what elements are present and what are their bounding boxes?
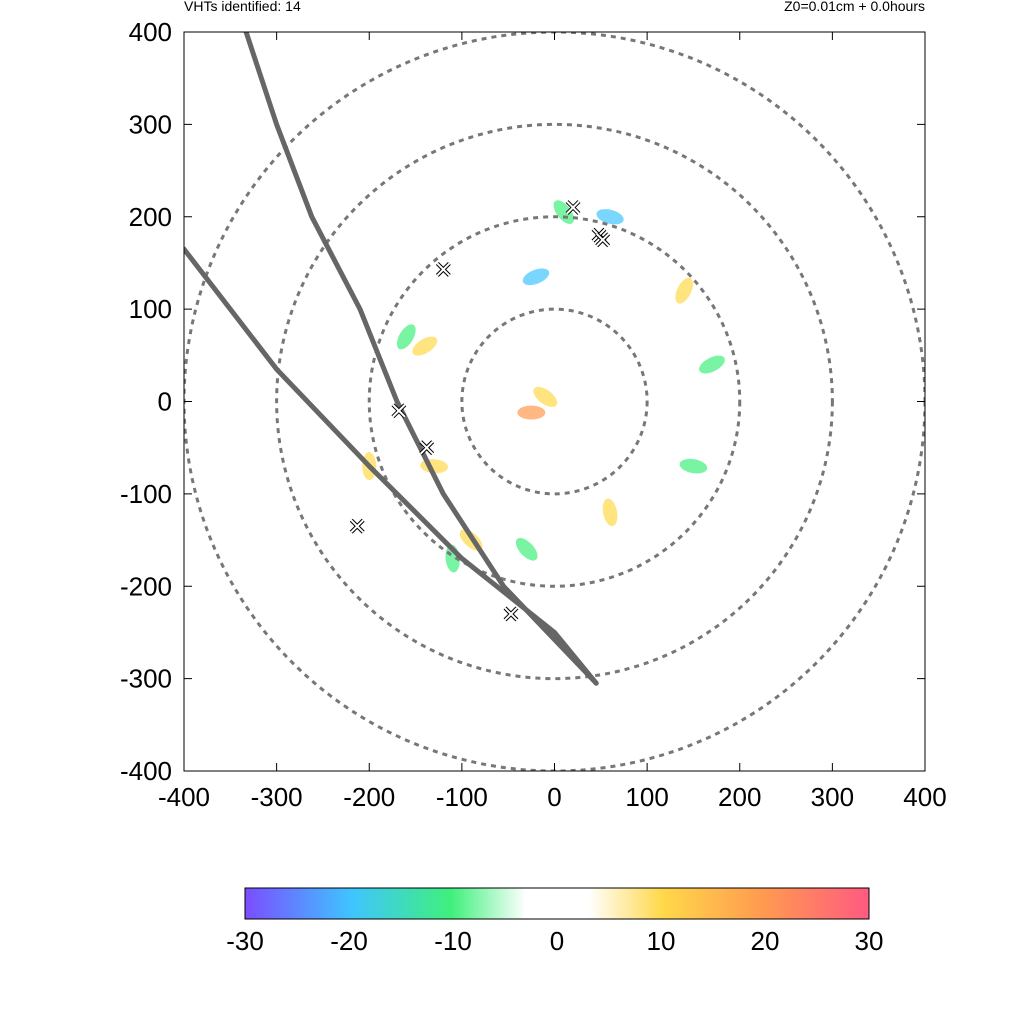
x-tick-label: 200 — [718, 782, 761, 812]
vht-marker-stroke — [392, 404, 406, 418]
y-tick-label: -400 — [120, 756, 172, 786]
field-feature — [679, 458, 708, 474]
vht-marker — [435, 261, 451, 277]
field-feature — [515, 538, 538, 561]
storm-track — [184, 246, 599, 686]
colorbar-tick-label: 0 — [550, 926, 564, 956]
vht-marker — [503, 606, 519, 622]
field-feature — [412, 336, 438, 356]
y-tick-label: 400 — [129, 17, 172, 47]
x-tick-label: -100 — [436, 782, 488, 812]
vht-marker-stroke — [504, 607, 518, 621]
colorbar-tick-label: -30 — [226, 926, 264, 956]
field-feature — [522, 268, 550, 286]
vht-marker — [391, 403, 407, 419]
vht-marker — [349, 518, 365, 534]
vht-marker-stroke — [436, 262, 451, 277]
vht-marker — [595, 232, 611, 248]
field-feature — [481, 258, 498, 286]
range-ring — [460, 307, 649, 496]
y-tick-label: 0 — [158, 387, 172, 417]
vht-count-label: VHTs identified: 14 — [184, 0, 301, 14]
vht-marker-stroke — [595, 233, 610, 247]
x-tick-label: -200 — [343, 782, 395, 812]
y-tick-label: -300 — [120, 664, 172, 694]
x-tick-label: 400 — [903, 782, 946, 812]
field-feature — [546, 410, 563, 439]
vht-marker-stroke — [419, 440, 434, 455]
colorbar-tick-label: -10 — [434, 926, 472, 956]
storm-track — [243, 32, 599, 686]
colorbar-tick-label: 10 — [647, 926, 676, 956]
range-ring — [367, 215, 742, 588]
y-tick-label: 100 — [129, 294, 172, 324]
vht-marker-stroke — [350, 519, 364, 533]
vht-marker — [565, 200, 581, 215]
y-tick-label: -100 — [120, 479, 172, 509]
y-tick-label: -200 — [120, 571, 172, 601]
colorbar — [244, 887, 870, 920]
vht-marker — [419, 440, 435, 456]
vht-marker-stroke — [566, 200, 580, 215]
field-feature — [675, 277, 693, 304]
field-feature — [485, 347, 513, 364]
colorbar-tick-label: 20 — [751, 926, 780, 956]
y-tick-label: 200 — [129, 202, 172, 232]
field-feature — [553, 200, 574, 224]
field-feature — [517, 405, 546, 420]
x-tick-label: 0 — [547, 782, 561, 812]
z0-time-label: Z0=0.01cm + 0.0hours — [784, 0, 925, 14]
range-ring — [275, 122, 834, 681]
colorbar-tick-label: -20 — [330, 926, 368, 956]
y-tick-label: 300 — [129, 109, 172, 139]
field-feature — [637, 546, 658, 571]
x-tick-label: -300 — [251, 782, 303, 812]
x-tick-label: 300 — [811, 782, 854, 812]
field-feature — [396, 324, 416, 350]
field-feature — [602, 498, 618, 527]
colorbar-tick-label: 30 — [855, 926, 884, 956]
field-feature — [533, 386, 558, 407]
field-feature — [596, 209, 624, 225]
x-tick-label: -400 — [158, 782, 210, 812]
x-tick-label: 100 — [625, 782, 668, 812]
field-feature — [699, 355, 725, 374]
